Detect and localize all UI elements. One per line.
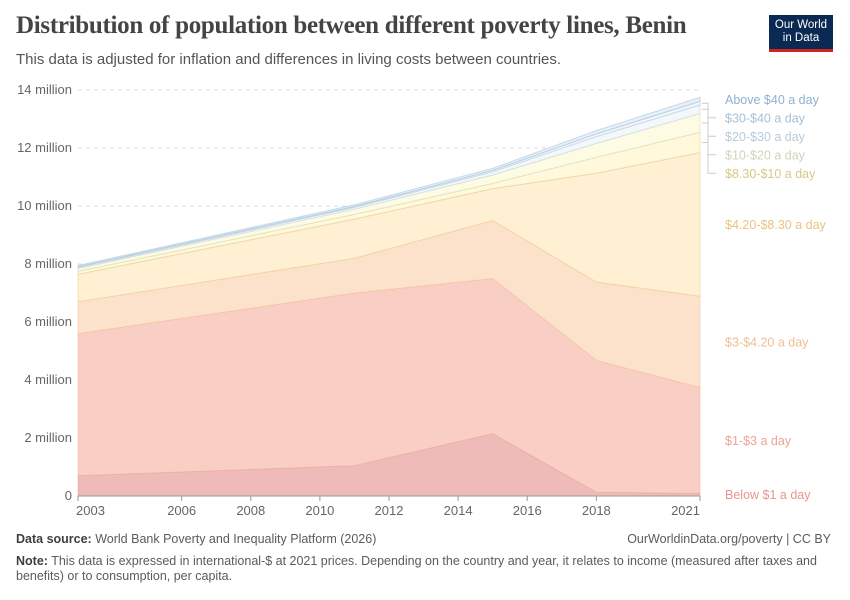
x-tick-label: 2010 xyxy=(305,503,334,518)
stacked-area-chart: 0 2 million 4 million 6 million 8 million 10 … xyxy=(17,82,827,518)
y-tick-label: 6 million xyxy=(24,314,72,329)
legend-label: Above $40 a day xyxy=(725,93,820,107)
y-tick-label: 0 xyxy=(65,488,72,503)
x-tick-label: 2006 xyxy=(167,503,196,518)
license-link[interactable]: OurWorldinData.org/poverty | CC BY xyxy=(627,532,831,546)
area-8-30-10-a-day xyxy=(77,131,701,275)
x-tick-label: 2008 xyxy=(236,503,265,518)
y-tick-label: 14 million xyxy=(17,82,72,97)
chart-subtitle: This data is adjusted for inflation and … xyxy=(16,51,562,68)
y-tick-label: 10 million xyxy=(17,198,72,213)
legend-connector xyxy=(702,122,716,156)
legend-label: $8.30-$10 a day xyxy=(725,167,816,181)
x-tick-label: 2003 xyxy=(76,503,105,518)
x-tick-label: 2021 xyxy=(671,503,700,518)
data-source-text[interactable]: World Bank Poverty and Inequality Platfo… xyxy=(95,532,377,546)
legend-label: $20-$30 a day xyxy=(725,130,806,144)
legend-label: $1-$3 a day xyxy=(725,434,792,448)
area-1-3-a-day xyxy=(77,277,701,494)
legend-connector xyxy=(702,102,716,119)
logo-line-2: in Data xyxy=(782,32,820,44)
x-tick-label: 2018 xyxy=(582,503,611,518)
y-tick-label: 4 million xyxy=(24,372,72,387)
area-20-30-a-day xyxy=(77,104,701,270)
data-source-label: Data source: xyxy=(16,532,92,546)
y-tick-label: 8 million xyxy=(24,256,72,271)
x-tick-label: 2016 xyxy=(513,503,542,518)
legend-label: $10-$20 a day xyxy=(725,148,806,162)
legend-label: $30-$40 a day xyxy=(725,111,806,125)
data-source: Data source: World Bank Poverty and Ineq… xyxy=(16,532,376,547)
legend-label: $3-$4.20 a day xyxy=(725,335,809,349)
logo-line-1: Our World xyxy=(774,19,828,31)
y-tick-label: 2 million xyxy=(24,430,72,445)
chart-note: Note: This data is expressed in internat… xyxy=(16,554,826,584)
note-label: Note: xyxy=(16,554,48,568)
legend-label: Below $1 a day xyxy=(725,488,811,502)
legend-label: $4.20-$8.30 a day xyxy=(725,218,827,232)
owid-logo[interactable]: Our World in Data xyxy=(769,15,833,52)
legend-connector xyxy=(702,142,716,174)
chart-title: Distribution of population between diffe… xyxy=(16,12,687,39)
area-above-40-a-day xyxy=(77,96,701,268)
note-text: This data is expressed in international-… xyxy=(16,554,817,583)
x-tick-label: 2012 xyxy=(375,503,404,518)
y-tick-label: 12 million xyxy=(17,140,72,155)
x-tick-label: 2014 xyxy=(444,503,473,518)
